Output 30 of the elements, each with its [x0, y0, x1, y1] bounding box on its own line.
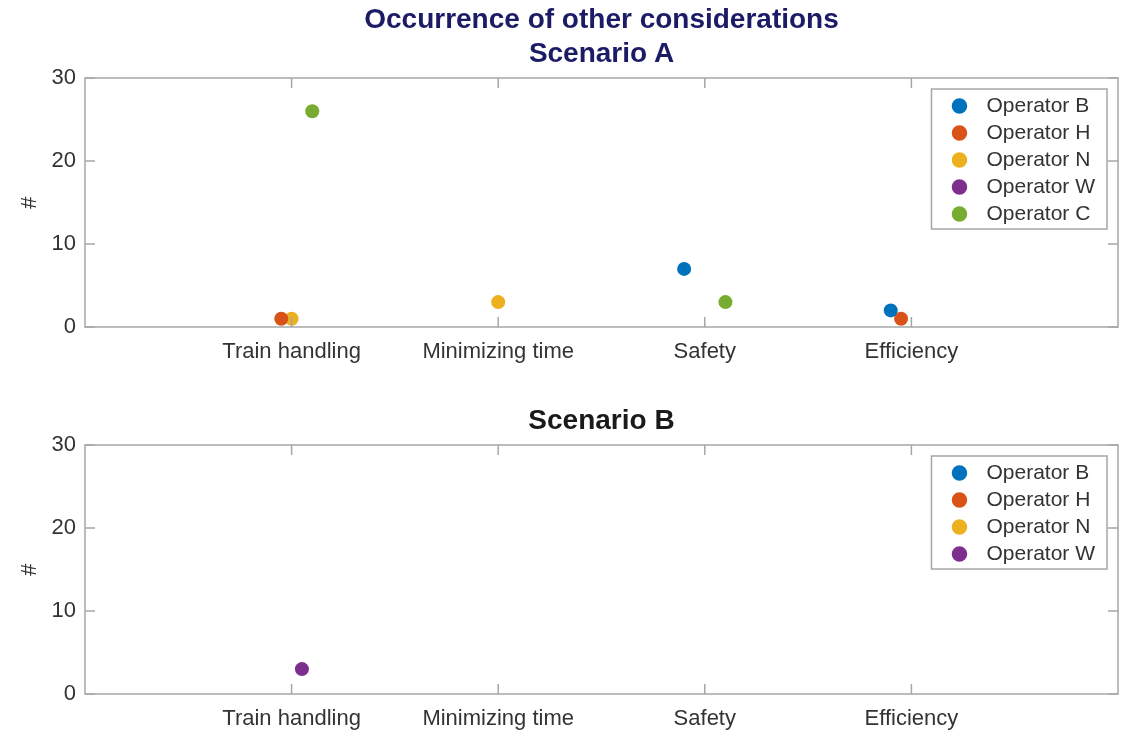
y-tick-label: 0 [63, 313, 76, 339]
legend-label: Operator N [986, 513, 1091, 537]
chart-subtitle: Scenario A [528, 36, 675, 68]
x-tick-label: Minimizing time [422, 705, 574, 731]
y-tick-label: 10 [51, 230, 76, 256]
x-tick-label: Minimizing time [422, 338, 574, 364]
y-axis-title: # [16, 195, 42, 209]
x-tick-label: Train handling [222, 338, 361, 364]
legend-label: Operator W [986, 540, 1096, 564]
y-tick-label: 30 [51, 64, 76, 90]
chart-title: Scenario B [528, 403, 675, 435]
legend-label: Operator W [986, 173, 1096, 197]
y-axis-title: # [16, 562, 42, 576]
y-tick-label: 0 [63, 680, 76, 706]
y-tick-label: 20 [51, 514, 76, 540]
x-tick-label: Safety [673, 705, 736, 731]
y-tick-label: 20 [51, 147, 76, 173]
legend-label: Operator C [986, 200, 1091, 224]
legend-label: Operator N [986, 146, 1091, 170]
chart-title: Occurrence of other considerations [364, 2, 839, 34]
legend-label: Operator H [986, 486, 1091, 510]
x-tick-label: Efficiency [864, 705, 959, 731]
y-tick-label: 10 [51, 597, 76, 623]
y-tick-label: 30 [51, 431, 76, 457]
x-tick-label: Safety [673, 338, 736, 364]
x-tick-label: Efficiency [864, 338, 959, 364]
legend-label: Operator H [986, 119, 1091, 143]
legend-label: Operator B [986, 92, 1090, 116]
legend-label: Operator B [986, 459, 1090, 483]
x-tick-label: Train handling [222, 705, 361, 731]
